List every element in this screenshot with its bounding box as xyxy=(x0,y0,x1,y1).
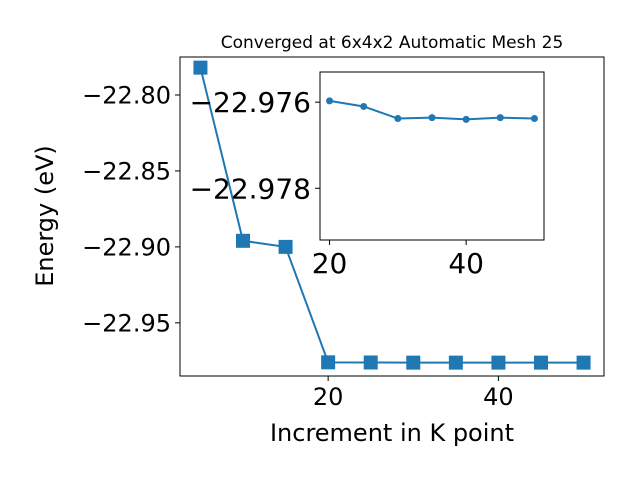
inset-y-ticks: −22.978 −22.976 xyxy=(190,86,320,205)
inset-series-markers xyxy=(326,97,538,123)
main-series-line xyxy=(199,67,584,364)
main-data-point xyxy=(193,60,208,75)
main-data-point xyxy=(448,355,463,370)
main-y-tick-label: −22.90 xyxy=(82,234,171,262)
inset-x-tick-label: 40 xyxy=(448,247,484,280)
main-data-point xyxy=(278,239,293,254)
inset-y-tick-label: −22.976 xyxy=(190,86,311,119)
main-data-point xyxy=(363,355,378,370)
inset-data-point xyxy=(428,114,436,122)
main-x-tick-label: 40 xyxy=(483,383,514,411)
main-y-tick-label: −22.85 xyxy=(82,158,171,186)
main-series-markers xyxy=(193,60,591,370)
inset-x-tick-label: 20 xyxy=(312,247,348,280)
main-data-point xyxy=(236,233,251,248)
main-x-tick-label: 20 xyxy=(313,383,344,411)
main-x-ticks: 20 40 xyxy=(313,376,514,411)
inset-data-point xyxy=(394,115,402,123)
main-data-point xyxy=(406,355,421,370)
inset-data-point xyxy=(496,114,504,122)
inset-y-tick-label: −22.978 xyxy=(190,172,311,205)
inset-data-point xyxy=(462,115,470,123)
y-axis-label: Energy (eV) xyxy=(31,145,59,287)
main-y-tick-label: −22.95 xyxy=(82,309,171,337)
inset-plot-frame xyxy=(319,71,545,241)
main-data-point xyxy=(491,355,506,370)
main-data-point xyxy=(533,355,548,370)
main-data-point xyxy=(321,355,336,370)
main-data-point xyxy=(576,355,591,370)
inset-plot-area: 20 40 −22.978−22.976 xyxy=(190,71,545,280)
x-axis-label: Increment in K point xyxy=(270,419,514,447)
main-y-tick-label: −22.80 xyxy=(82,82,171,110)
inset-data-point xyxy=(326,97,334,105)
inset-data-point xyxy=(360,102,368,110)
inset-data-point xyxy=(530,115,538,123)
main-y-ticks: −22.80 −22.85 −22.90 −22.95 xyxy=(82,82,180,337)
chart-title: Converged at 6x4x2 Automatic Mesh 25 xyxy=(221,33,564,53)
inset-x-ticks: 20 40 xyxy=(312,240,484,280)
